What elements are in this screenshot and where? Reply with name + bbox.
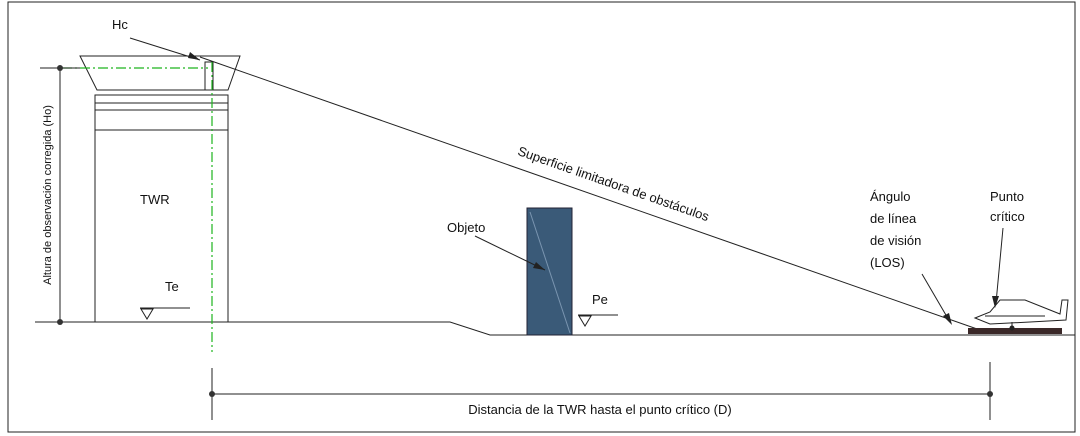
arrow — [188, 52, 200, 60]
hc-leader — [129, 37, 201, 61]
frame — [7, 1, 1076, 433]
arrow — [533, 262, 545, 270]
object-leader — [474, 235, 546, 271]
distance-dimension — [209, 362, 993, 420]
limit-surface — [199, 56, 981, 331]
los-leader — [921, 273, 951, 323]
pe-label: Pe — [592, 292, 608, 307]
point-label: Punto — [990, 189, 1024, 204]
los-line: Ángulo — [870, 189, 910, 204]
ho-dimension — [40, 65, 80, 325]
object-label: Objeto — [447, 220, 485, 235]
los-line: (LOS) — [870, 255, 905, 270]
te-label: Te — [165, 279, 179, 294]
twr-label: TWR — [140, 192, 170, 207]
los-line: de línea — [870, 211, 917, 226]
ho-label: Altura de observación corregida (Ho) — [42, 105, 54, 285]
los-label: Ángulo de línea de visión (LOS) — [870, 189, 921, 270]
point-label: crítico — [990, 209, 1025, 224]
hc-label: Hc — [112, 17, 128, 32]
arrow — [943, 313, 952, 325]
los-line: de visión — [870, 233, 921, 248]
te-symbol — [140, 308, 154, 320]
airplane — [968, 299, 1069, 334]
distance-label: Distancia de la TWR hasta el punto críti… — [468, 402, 731, 417]
ground — [35, 321, 1075, 336]
tower — [79, 55, 241, 323]
object-hatch — [529, 211, 571, 334]
point-leader — [995, 227, 1004, 304]
arrow — [992, 296, 999, 308]
pe-symbol — [578, 315, 592, 327]
